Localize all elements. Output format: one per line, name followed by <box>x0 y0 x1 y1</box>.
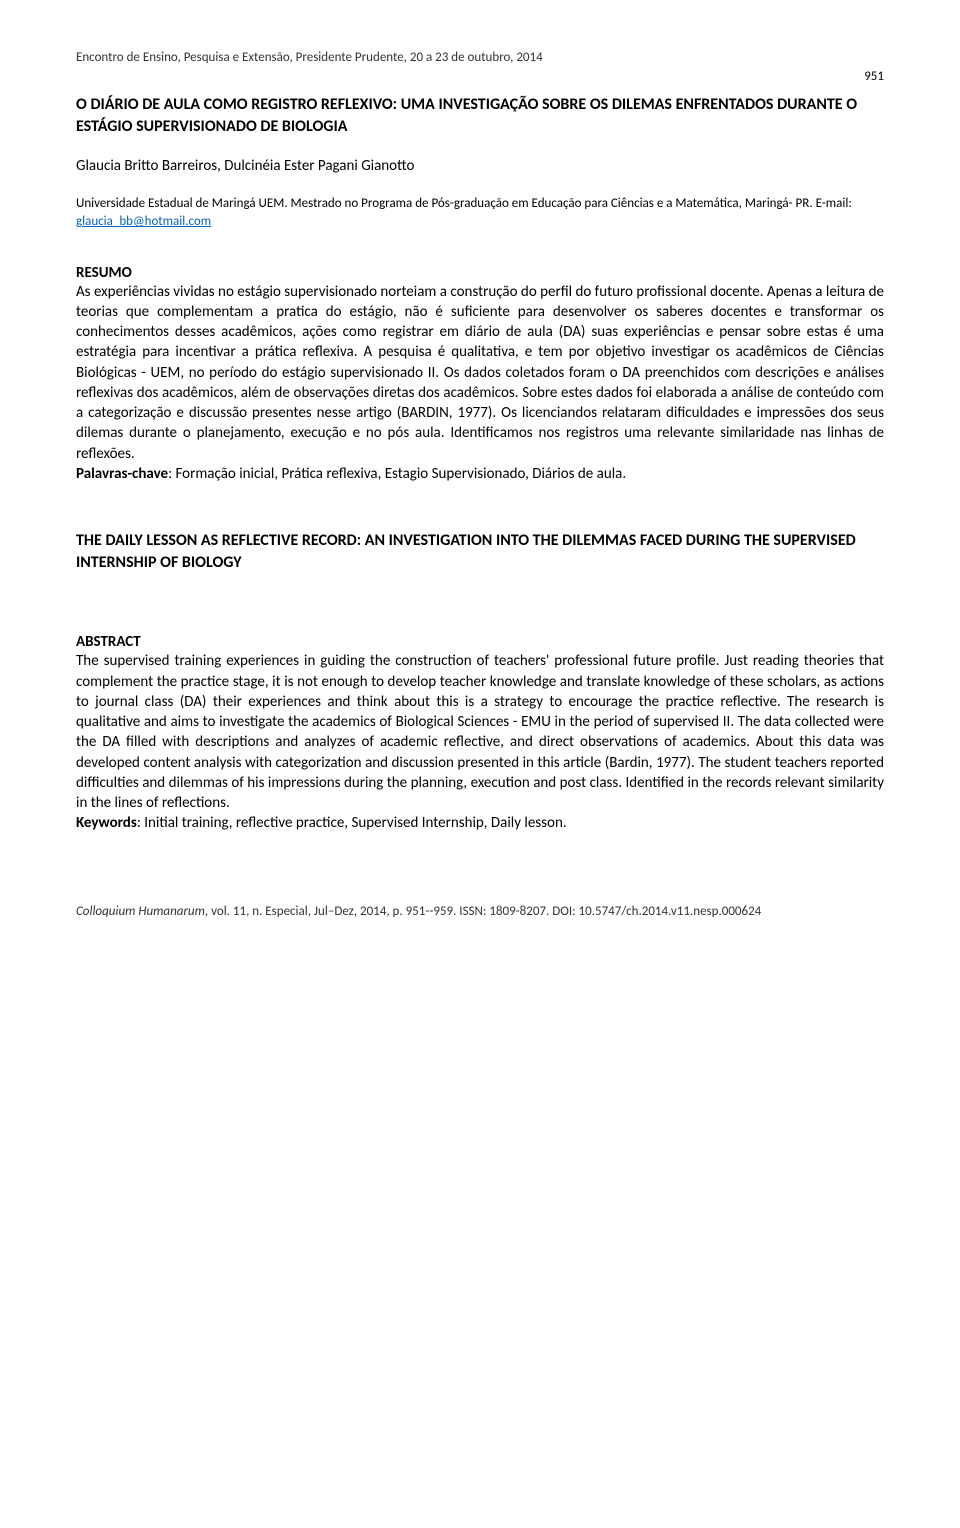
journal-name: Colloquium Humanarum <box>76 904 205 919</box>
citation-details: , vol. 11, n. Especial, Jul–Dez, 2014, p… <box>205 904 761 919</box>
page-number: 951 <box>76 69 884 84</box>
authors: Glaucia Britto Barreiros, Dulcinéia Este… <box>76 157 884 175</box>
affiliation: Universidade Estadual de Maringá UEM. Me… <box>76 195 884 231</box>
palavras-chave-text: : Formação inicial, Prática reflexiva, E… <box>168 465 626 483</box>
palavras-chave: Palavras-chave: Formação inicial, Prátic… <box>76 464 884 484</box>
paper-title-en: THE DAILY LESSON AS REFLECTIVE RECORD: A… <box>76 530 884 573</box>
keywords: Keywords: Initial training, reflective p… <box>76 813 884 833</box>
conference-header: Encontro de Ensino, Pesquisa e Extensão,… <box>76 50 884 65</box>
palavras-chave-label: Palavras-chave <box>76 465 168 483</box>
paper-title-pt: O DIÁRIO DE AULA COMO REGISTRO REFLEXIVO… <box>76 94 884 137</box>
resumo-heading: RESUMO <box>76 264 884 282</box>
author-email-link[interactable]: glaucia_bb@hotmail.com <box>76 214 211 229</box>
abstract-heading: ABSTRACT <box>76 633 884 651</box>
keywords-label: Keywords <box>76 814 137 832</box>
resumo-body: As experiências vividas no estágio super… <box>76 282 884 464</box>
abstract-body: The supervised training experiences in g… <box>76 651 884 813</box>
footer-citation: Colloquium Humanarum, vol. 11, n. Especi… <box>76 904 884 919</box>
affiliation-text: Universidade Estadual de Maringá UEM. Me… <box>76 196 852 211</box>
keywords-text: : Initial training, reflective practice,… <box>137 814 567 832</box>
